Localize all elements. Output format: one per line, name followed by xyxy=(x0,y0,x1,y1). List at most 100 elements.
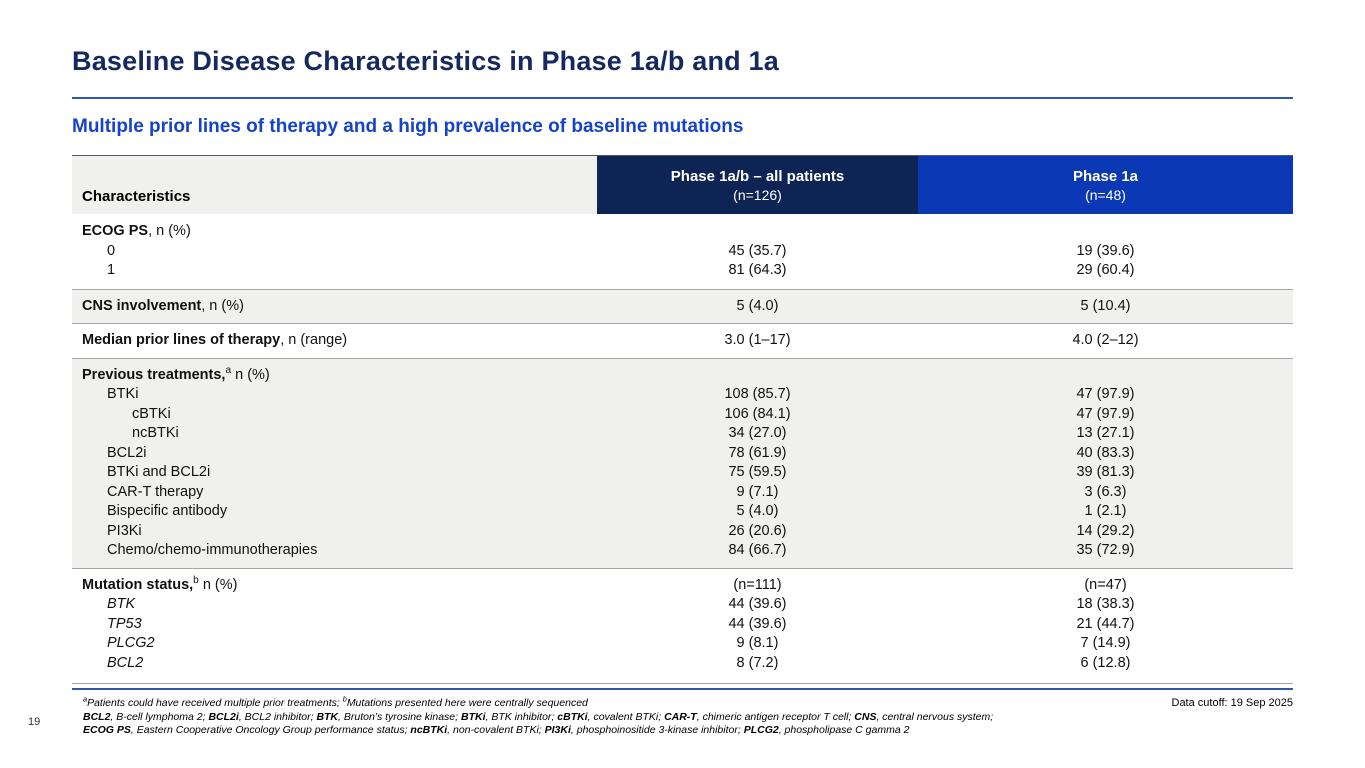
row-value-phase1a: 29 (60.4) xyxy=(1076,262,1135,278)
text-run: PI3Ki xyxy=(544,724,571,736)
text-run: Bispecific antibody xyxy=(107,503,228,519)
page-number: 19 xyxy=(28,716,41,728)
row-label: ECOG PS, n (%) xyxy=(72,222,597,242)
text-run: Mutations presented here were centrally … xyxy=(346,697,588,709)
text-run: , covalent BTKi; xyxy=(587,710,665,723)
text-run: CNS involvement xyxy=(82,297,202,314)
row-label: BTKi xyxy=(72,385,597,405)
row-value-phase1a: 1 (2.1) xyxy=(1084,503,1127,519)
row-label: BTKi and BCL2i xyxy=(72,463,597,483)
row-value-phase1a: 6 (12.8) xyxy=(1080,654,1131,671)
slide-subtitle: Multiple prior lines of therapy and a hi… xyxy=(72,116,744,137)
header-phase1ab-title: Phase 1a/b – all patients xyxy=(670,167,845,185)
table-row: BTKi 108 (85.7) 47 (97.9) xyxy=(72,385,1293,405)
text-run: cBTKi xyxy=(557,710,588,723)
row-label: CAR-T therapy xyxy=(72,483,597,503)
text-run: , chimeric antigen receptor T cell; xyxy=(696,710,855,723)
row-value-phase1ab: 26 (20.6) xyxy=(728,522,787,539)
row-value-phase1ab: 44 (39.6) xyxy=(728,596,787,612)
row-label: 1 xyxy=(72,261,597,281)
row-value-phase1ab: 78 (61.9) xyxy=(728,444,787,461)
text-run: BCL2i xyxy=(107,444,147,461)
header-phase1ab-n: (n=126) xyxy=(733,186,782,203)
row-value-phase1ab: 9 (8.1) xyxy=(736,635,779,651)
table-row: ECOG PS, n (%) xyxy=(72,222,1293,242)
row-value-phase1a xyxy=(918,366,1293,386)
table-section: Mutation status,b n (%) (n=111) (n=47) BTK 4… xyxy=(72,567,1293,684)
row-value-phase1a: 47 (97.9) xyxy=(1076,405,1135,422)
text-run: b xyxy=(193,574,199,586)
header-phase1a: Phase 1a (n=48) xyxy=(918,156,1293,214)
row-value-phase1a: 7 (14.9) xyxy=(1080,635,1131,651)
row-label: Median prior lines of therapy, n (range) xyxy=(72,331,597,351)
row-value-phase1ab xyxy=(597,222,918,242)
text-run: Chemo/chemo-immunotherapies xyxy=(107,542,318,558)
table-section: Median prior lines of therapy, n (range)… xyxy=(72,323,1293,358)
footnotes: aPatients could have received multiple p… xyxy=(83,694,1093,738)
table-row: 1 81 (64.3) 29 (60.4) xyxy=(72,261,1293,281)
text-run: , n (range) xyxy=(280,332,348,348)
row-label: Previous treatments,a n (%) xyxy=(72,365,597,386)
row-label: Chemo/chemo-immunotherapies xyxy=(72,541,597,561)
text-run: , n (%) xyxy=(201,297,244,314)
row-value-phase1a: 21 (44.7) xyxy=(1076,615,1135,632)
row-value-phase1ab: 5 (4.0) xyxy=(736,297,779,314)
row-value-phase1ab: 106 (84.1) xyxy=(724,405,791,422)
row-label: BCL2 xyxy=(72,654,597,674)
table-row: CNS involvement, n (%) 5 (4.0) 5 (10.4) xyxy=(72,297,1293,317)
row-value-phase1ab: 81 (64.3) xyxy=(728,262,787,278)
text-run: Previous treatments, xyxy=(82,366,226,383)
row-label: TP53 xyxy=(72,615,597,635)
text-run: PLCG2 xyxy=(743,724,779,736)
text-run: , non-covalent BTKi; xyxy=(447,724,545,736)
header-characteristics: Characteristics xyxy=(72,156,597,214)
page-title: Baseline Disease Characteristics in Phas… xyxy=(72,46,779,76)
row-value-phase1ab: 8 (7.2) xyxy=(736,654,779,671)
text-run: , BCL2 inhibitor; xyxy=(238,710,317,723)
text-run: Patients could have received multiple pr… xyxy=(87,697,343,709)
table-row: 0 45 (35.7) 19 (39.6) xyxy=(72,242,1293,262)
row-value-phase1ab: 108 (85.7) xyxy=(724,386,791,402)
row-value-phase1a: 4.0 (2–12) xyxy=(1072,332,1139,348)
footnote-abbreviations-1: BCL2, B-cell lymphoma 2; BCL2i, BCL2 inh… xyxy=(83,711,1093,725)
header-phase1a-n: (n=48) xyxy=(1085,186,1126,203)
row-value-phase1a: 14 (29.2) xyxy=(1076,522,1135,539)
row-value-phase1a: 13 (27.1) xyxy=(1076,425,1135,441)
table-row: ncBTKi 34 (27.0) 13 (27.1) xyxy=(72,424,1293,444)
text-run: ECOG PS xyxy=(82,223,149,239)
row-value-phase1a: 47 (97.9) xyxy=(1076,386,1135,402)
row-value-phase1a: 18 (38.3) xyxy=(1076,596,1135,612)
table-row: BTK 44 (39.6) 18 (38.3) xyxy=(72,595,1293,615)
row-label: BCL2i xyxy=(72,444,597,464)
text-run: ncBTKi xyxy=(410,724,448,736)
row-value-phase1ab: 3.0 (1–17) xyxy=(724,332,791,348)
text-run: , phospholipase C gamma 2 xyxy=(778,724,910,736)
table-row: BCL2 8 (7.2) 6 (12.8) xyxy=(72,654,1293,674)
footer-divider xyxy=(72,688,1293,690)
text-run: BTK xyxy=(107,596,136,612)
table-row: CAR-T therapy 9 (7.1) 3 (6.3) xyxy=(72,483,1293,503)
text-run: Mutation status, xyxy=(82,576,194,593)
row-value-phase1a: 35 (72.9) xyxy=(1076,542,1135,558)
text-run: , Eastern Cooperative Oncology Group per… xyxy=(130,724,411,736)
text-run: 1 xyxy=(107,262,116,278)
text-run: cBTKi xyxy=(132,405,171,422)
text-run: 0 xyxy=(107,242,116,259)
table-row: TP53 44 (39.6) 21 (44.7) xyxy=(72,615,1293,635)
text-run: , BTK inhibitor; xyxy=(485,710,558,723)
text-run: CNS xyxy=(854,710,877,723)
text-run: a xyxy=(83,694,88,704)
text-run: CAR-T xyxy=(664,710,697,723)
text-run: BTKi xyxy=(460,710,486,723)
row-value-phase1ab: 45 (35.7) xyxy=(728,242,787,259)
text-run: , n (%) xyxy=(148,223,191,239)
text-run: b xyxy=(342,694,347,704)
footnote-abbreviations-2: ECOG PS, Eastern Cooperative Oncology Gr… xyxy=(83,724,1093,738)
row-label: PI3Ki xyxy=(72,522,597,542)
row-label: Mutation status,b n (%) xyxy=(72,574,597,596)
table-row: Previous treatments,a n (%) xyxy=(72,365,1293,386)
row-value-phase1ab xyxy=(597,366,918,386)
row-label: 0 xyxy=(72,242,597,262)
header-characteristics-label: Characteristics xyxy=(82,188,191,205)
